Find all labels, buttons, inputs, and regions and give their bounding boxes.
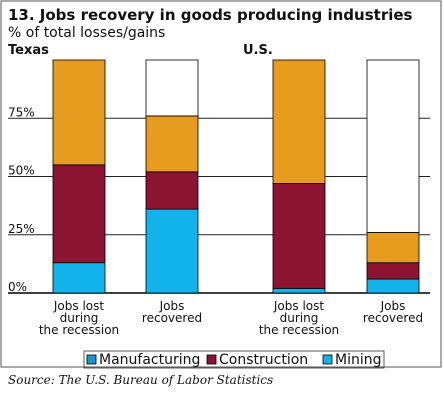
legend-box bbox=[83, 350, 385, 369]
y-tick-label: 0% bbox=[8, 280, 27, 294]
legend-label-construction: Construction bbox=[219, 352, 308, 368]
bar-segment-construction bbox=[145, 171, 199, 210]
category-labels: Jobs lost during the recession Jobs recovere… bbox=[39, 299, 423, 337]
legend-label-manufacturing: Manufacturing bbox=[99, 352, 200, 368]
panel-label-texas: Texas bbox=[8, 43, 49, 58]
panel-label-us: U.S. bbox=[243, 43, 273, 58]
bar-remainder bbox=[366, 59, 420, 233]
bar-segment-manufacturing bbox=[366, 232, 420, 264]
bar-segment-mining bbox=[366, 278, 420, 294]
legend: Manufacturing Construction Mining bbox=[83, 350, 385, 369]
legend-swatch-mining bbox=[322, 354, 333, 365]
chart-subtitle: % of total losses/gains bbox=[8, 25, 165, 41]
bar-remainder bbox=[145, 59, 199, 117]
category-label: Jobs recovered bbox=[363, 299, 423, 325]
chart-border bbox=[0, 0, 442, 368]
y-tick-label: 50% bbox=[8, 164, 35, 178]
bar-segment-construction bbox=[366, 262, 420, 280]
bar-segment-mining bbox=[272, 287, 326, 294]
category-label: Jobs lost during the recession bbox=[259, 299, 339, 337]
category-label: Jobs lost during the recession bbox=[39, 299, 119, 337]
y-tick-label: 75% bbox=[8, 105, 35, 119]
legend-swatch-manufacturing bbox=[86, 354, 97, 365]
legend-swatch-construction bbox=[206, 354, 217, 365]
bar-segment-construction bbox=[52, 164, 106, 264]
source-note: Source: The U.S. Bureau of Labor Statist… bbox=[8, 373, 273, 387]
bar-segment-mining bbox=[145, 208, 199, 294]
y-tick-label: 25% bbox=[8, 222, 35, 236]
chart-frame: 13. Jobs recovery in goods producing ind… bbox=[0, 0, 442, 387]
bar-segment-manufacturing bbox=[272, 59, 326, 184]
legend-label-mining: Mining bbox=[335, 352, 382, 368]
ticks-layer: 0% 25% 50% 75% bbox=[8, 105, 35, 294]
bar-segment-mining bbox=[52, 262, 106, 294]
chart-title: 13. Jobs recovery in goods producing ind… bbox=[8, 6, 413, 24]
bars-layer bbox=[52, 59, 420, 294]
bar-segment-manufacturing bbox=[52, 59, 106, 166]
bar-segment-construction bbox=[272, 183, 326, 289]
bar-segment-manufacturing bbox=[145, 115, 199, 173]
category-label: Jobs recovered bbox=[142, 299, 202, 325]
